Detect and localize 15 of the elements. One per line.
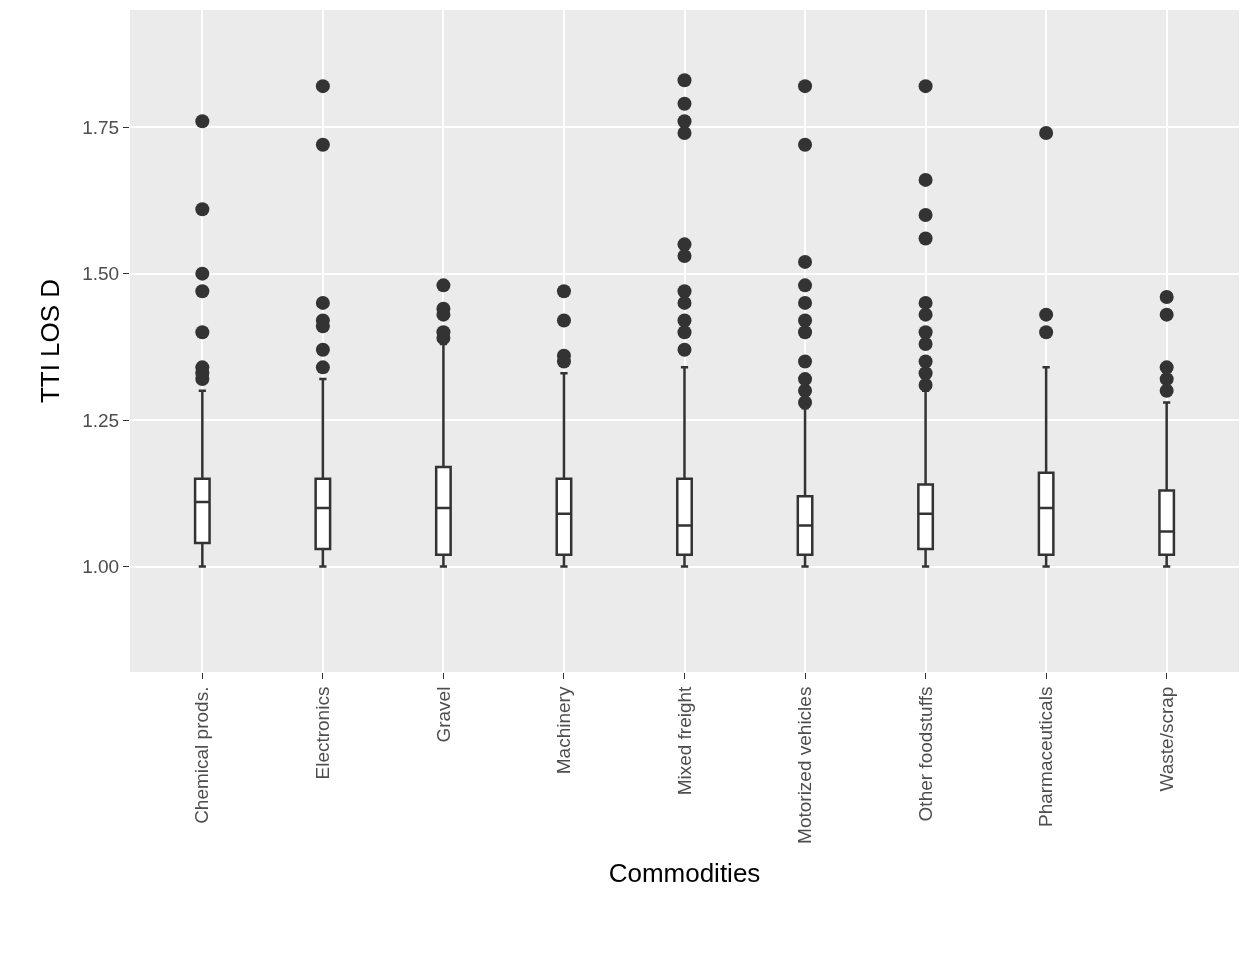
x-tick-label: Machinery: [553, 686, 575, 775]
x-tick-label: Other foodstuffs: [914, 686, 936, 822]
y-axis-title: TTI LOS D: [34, 278, 65, 404]
x-tick-label: Chemical prods.: [191, 686, 213, 824]
x-axis-title: Commodities: [608, 857, 761, 888]
x-tick-label: Motorized vehicles: [794, 686, 816, 844]
x-tick-label: Pharmaceuticals: [1035, 686, 1057, 828]
y-tick-label: 1.25: [82, 409, 120, 431]
x-tick-label: Electronics: [312, 686, 334, 780]
x-tick-label: Gravel: [432, 686, 454, 743]
x-tick-label: Waste/scrap: [1155, 686, 1177, 792]
y-tick-label: 1.00: [82, 556, 120, 578]
y-tick-label: 1.75: [82, 116, 120, 138]
y-tick-label: 1.50: [82, 263, 120, 285]
x-tick-label: Mixed freight: [673, 685, 695, 796]
